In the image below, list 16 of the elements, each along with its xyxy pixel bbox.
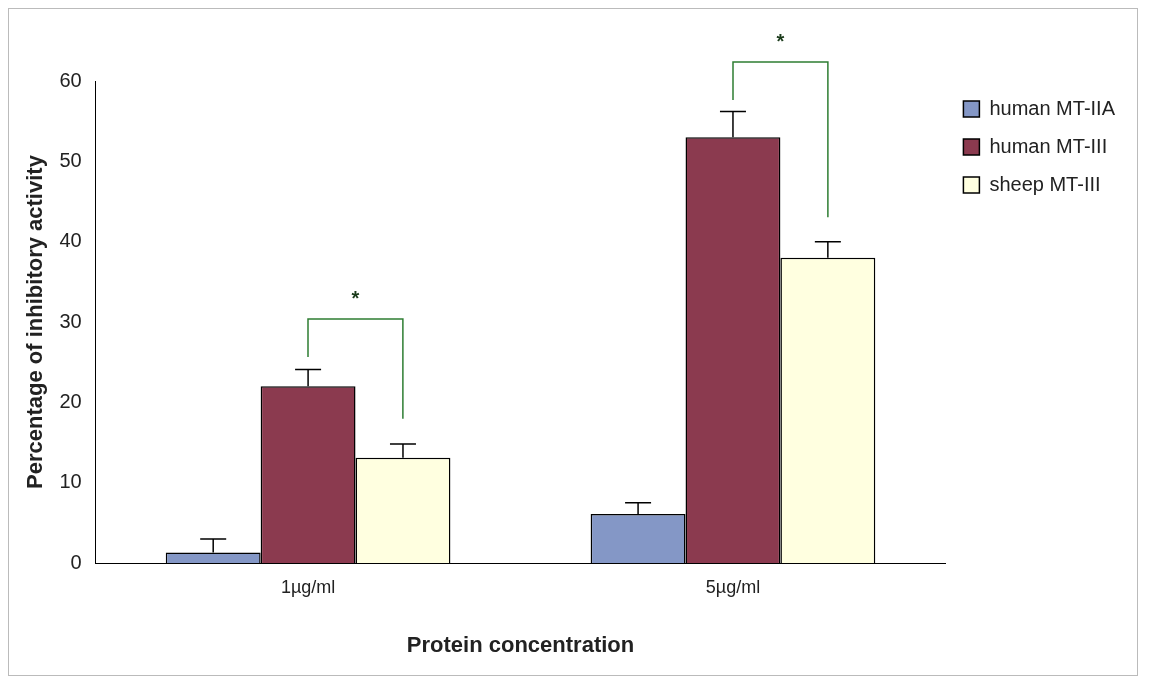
y-tick-label: 10 — [59, 470, 82, 493]
y-tick-label: 50 — [59, 148, 82, 171]
annotation: * — [350, 287, 361, 311]
y-tick-label: 40 — [59, 229, 82, 252]
legend-label: human MT-III — [989, 134, 1108, 157]
text: * — [775, 29, 786, 53]
y-tick-label: 60 — [59, 68, 82, 91]
y-tick-label: 20 — [59, 389, 82, 412]
legend-label: sheep MT-III — [989, 172, 1101, 195]
x-tick-label: 5µg/ml — [705, 576, 761, 597]
y-tick-label: 0 — [70, 550, 82, 573]
y-axis-title: Percentage of inhibitory activity — [22, 154, 48, 489]
x-tick-label: 1µg/ml — [280, 576, 336, 597]
legend-label: human MT-IIA — [989, 96, 1116, 119]
y-tick-label: 30 — [59, 309, 82, 332]
x-axis-title: Protein concentration — [406, 631, 635, 657]
